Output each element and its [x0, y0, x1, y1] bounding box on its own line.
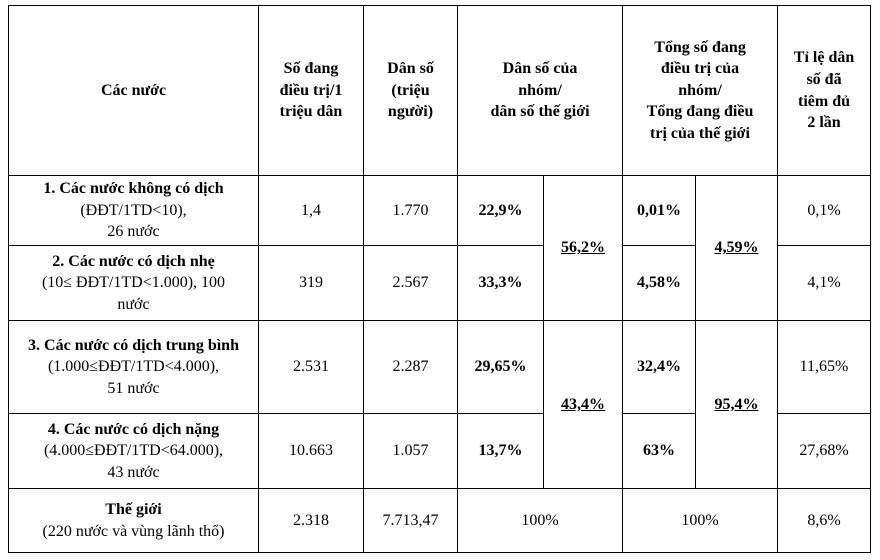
group-1-treated-per-million: 1,4 [258, 175, 364, 246]
group-2-title: 2. Các nước có dịch nhẹ [52, 252, 215, 270]
group-4-vaccinated-rate: 27,68% [777, 413, 872, 489]
header-countries: Các nước [8, 5, 259, 176]
group-3-vaccinated-rate: 11,65% [777, 320, 872, 414]
group-1-population: 1.770 [363, 175, 458, 246]
group-3-label-cell: 3. Các nước có dịch trung bình (1.000≤ĐĐ… [8, 320, 259, 414]
table-row-world: Thế giới (220 nước và vùng lãnh thổ) 2.3… [8, 488, 872, 553]
table-header-row: Các nước Số đang điều trị/1 triệu dân Dâ… [8, 5, 872, 176]
header-treated-per-million: Số đang điều trị/1 triệu dân [258, 5, 364, 176]
group-3-title: 3. Các nước có dịch trung bình [28, 336, 239, 354]
table-row-group-3: 3. Các nước có dịch trung bình (1.000≤ĐĐ… [8, 320, 872, 489]
group-1-label-cell: 1. Các nước không có dịch (ĐĐT/1TD<10), … [8, 175, 259, 246]
group-1-subtitle: (ĐĐT/1TD<10), 26 nước [80, 201, 187, 241]
world-title: Thế giới [105, 500, 162, 518]
groups-1-2-population-share-total: 56,2% [542, 175, 624, 321]
group-2-population-share: 33,3% [457, 245, 544, 321]
group-3-treated-per-million: 2.531 [258, 320, 364, 414]
group-4-population-share: 13,7% [457, 413, 544, 489]
world-vaccinated-rate: 8,6% [777, 488, 872, 553]
group-4-title: 4. Các nước có dịch nặng [47, 420, 220, 438]
table-row-group-2: 2. Các nước có dịch nhẹ (10≤ ĐĐT/1TD<1.0… [8, 245, 872, 321]
world-subtitle: (220 nước và vùng lãnh thổ) [42, 522, 225, 540]
group-2-vaccinated-rate: 4,1% [777, 245, 872, 321]
groups-1-2-treatment-share-total: 4,59% [695, 175, 779, 321]
group-4-treated-per-million: 10.663 [258, 413, 364, 489]
group-2-label-cell: 2. Các nước có dịch nhẹ (10≤ ĐĐT/1TD<1.0… [8, 245, 259, 321]
groups-3-4-population-share-total: 43,4% [542, 320, 624, 489]
group-2-population: 2.567 [363, 245, 458, 321]
group-4-population: 1.057 [363, 413, 458, 489]
group-1-treatment-share: 0,01% [622, 175, 697, 246]
group-1-population-share: 22,9% [457, 175, 544, 246]
world-treatment-share: 100% [622, 488, 779, 553]
groups-3-4-treatment-share-total: 95,4% [695, 320, 779, 489]
group-1-title: 1. Các nước không có dịch [43, 180, 224, 198]
group-3-population-share: 29,65% [457, 320, 544, 414]
world-population: 7.713,47 [363, 488, 458, 553]
header-population: Dân số (triệu người) [363, 5, 458, 176]
group-4-label-cell: 4. Các nước có dịch nặng (4.000≤ĐĐT/1TD<… [8, 413, 259, 489]
group-3-subtitle: (1.000≤ĐĐT/1TD<4.000), 51 nước [47, 358, 220, 397]
header-treatment-share: Tổng số đang điều trị của nhóm/ Tổng đan… [622, 5, 779, 176]
group-3-population: 2.287 [363, 320, 458, 414]
group-2-treated-per-million: 319 [258, 245, 364, 321]
group-4-treatment-share: 63% [622, 413, 697, 489]
table-row-group-4: 4. Các nước có dịch nặng (4.000≤ĐĐT/1TD<… [8, 413, 872, 489]
group-4-subtitle: (4.000≤ĐĐT/1TD<64.000), 43 nước [43, 442, 224, 481]
covid-treatment-statistics-table: Các nước Số đang điều trị/1 triệu dân Dâ… [8, 5, 872, 553]
group-3-treatment-share: 32,4% [622, 320, 697, 414]
group-2-subtitle: (10≤ ĐĐT/1TD<1.000), 100 nước [41, 274, 226, 313]
table-row-group-1: 1. Các nước không có dịch (ĐĐT/1TD<10), … [8, 175, 872, 321]
header-vaccinated-rate: Tỉ lệ dân số đã tiêm đủ 2 lần [777, 5, 872, 176]
group-2-treatment-share: 4,58% [622, 245, 697, 321]
world-population-share: 100% [456, 488, 624, 553]
world-label-cell: Thế giới (220 nước và vùng lãnh thổ) [8, 488, 259, 553]
group-1-vaccinated-rate: 0,1% [777, 175, 872, 246]
world-treated-per-million: 2.318 [258, 488, 364, 553]
header-population-share: Dân số của nhóm/ dân số thế giới [456, 5, 624, 176]
